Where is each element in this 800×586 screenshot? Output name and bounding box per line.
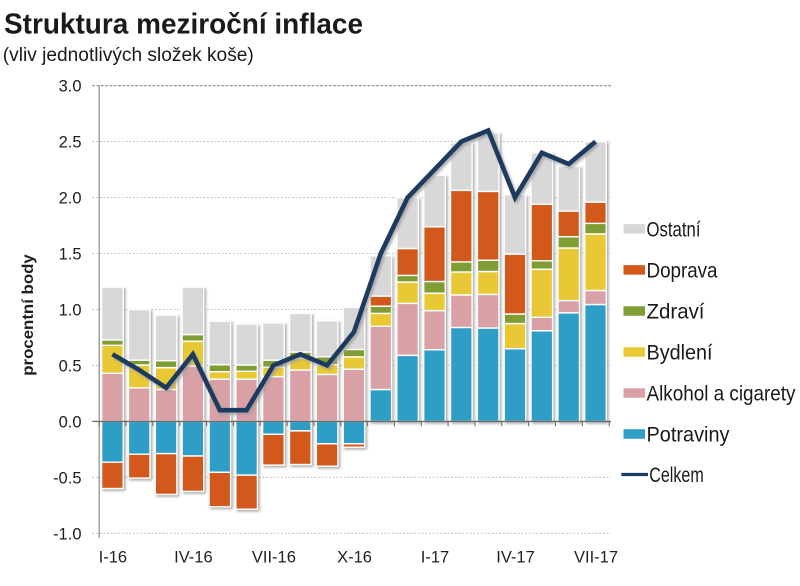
svg-text:Doprava: Doprava: [647, 260, 718, 283]
svg-text:I-16: I-16: [99, 549, 127, 567]
svg-text:2.0: 2.0: [59, 190, 82, 208]
svg-text:0.0: 0.0: [59, 413, 82, 431]
svg-text:0.5: 0.5: [59, 357, 82, 375]
svg-text:2.5: 2.5: [59, 134, 82, 152]
svg-text:3.0: 3.0: [59, 78, 82, 96]
svg-text:Ostatní: Ostatní: [647, 219, 701, 242]
svg-text:procentní body: procentní body: [20, 254, 37, 376]
svg-text:Bydlení: Bydlení: [647, 342, 713, 365]
svg-text:VII-16: VII-16: [252, 549, 296, 567]
svg-text:X-16: X-16: [337, 549, 372, 567]
svg-text:Struktura meziroční inflace: Struktura meziroční inflace: [4, 8, 363, 40]
svg-text:1.0: 1.0: [59, 302, 82, 320]
svg-text:VII-17: VII-17: [574, 549, 618, 567]
svg-text:IV-17: IV-17: [496, 549, 535, 567]
svg-text:Potraviny: Potraviny: [647, 424, 730, 447]
svg-text:Celkem: Celkem: [649, 464, 704, 487]
svg-text:-1.0: -1.0: [53, 525, 81, 543]
svg-text:1.5: 1.5: [59, 246, 82, 264]
svg-text:I-17: I-17: [421, 549, 449, 567]
svg-text:Zdraví: Zdraví: [647, 301, 705, 324]
svg-text:(vliv jednotlivých složek koše: (vliv jednotlivých složek koše): [3, 44, 254, 66]
svg-text:Alkohol a cigarety: Alkohol a cigarety: [647, 383, 796, 406]
svg-text:IV-16: IV-16: [174, 549, 213, 567]
svg-text:-0.5: -0.5: [53, 469, 81, 487]
